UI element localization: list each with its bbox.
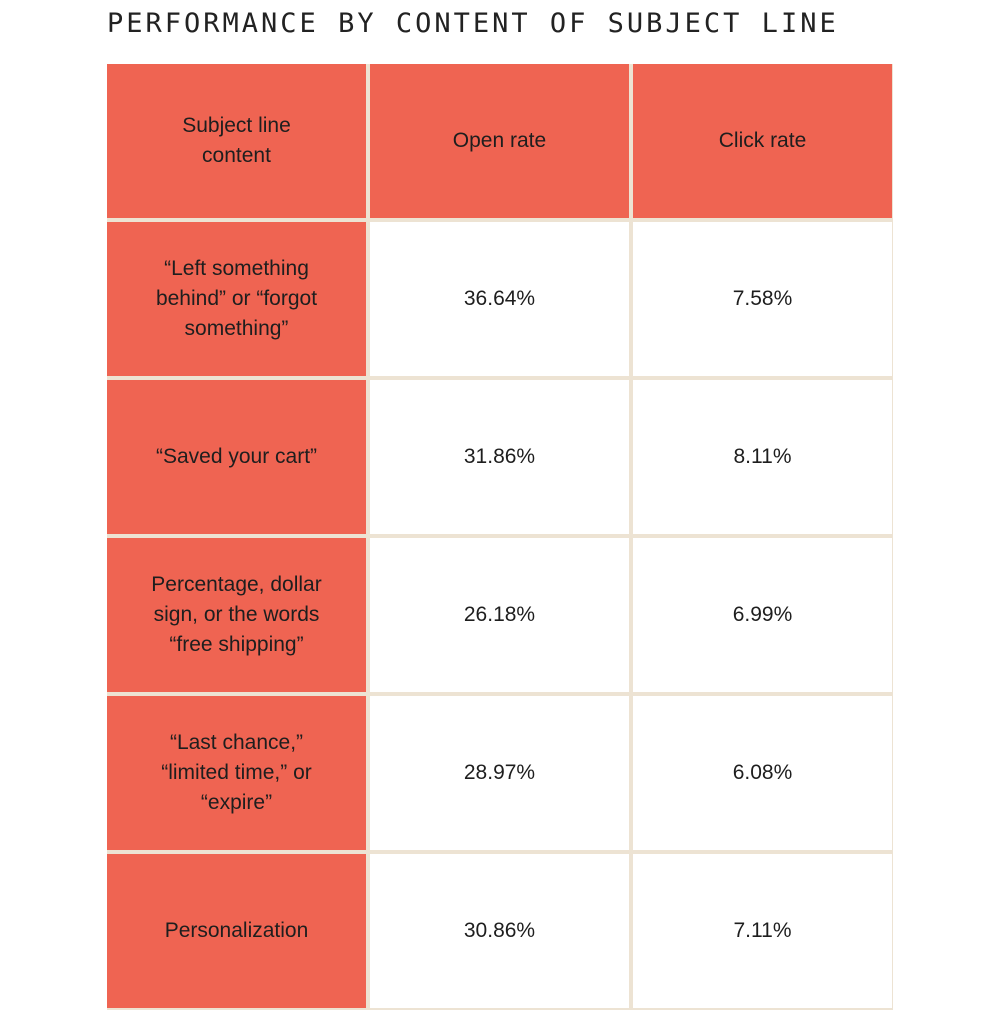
open-rate-value: 36.64% <box>463 287 536 310</box>
open-rate-cell: 36.64% <box>370 222 629 376</box>
open-rate-cell: 30.86% <box>370 854 629 1008</box>
click-rate-cell: 7.58% <box>633 222 892 376</box>
column-header-label: Open rate <box>452 129 547 152</box>
column-header-click-rate: Click rate <box>633 64 892 218</box>
click-rate-cell: 6.08% <box>633 696 892 850</box>
row-label-text: “Left something behind” or “forgot somet… <box>155 257 318 340</box>
open-rate-cell: 26.18% <box>370 538 629 692</box>
column-header-subject-line-content: Subject line content <box>107 64 366 218</box>
click-rate-value: 6.99% <box>732 603 793 626</box>
click-rate-value: 7.58% <box>732 287 793 310</box>
click-rate-value: 7.11% <box>733 919 792 942</box>
row-label: “Saved your cart” <box>107 380 366 534</box>
click-rate-value: 6.08% <box>732 761 793 784</box>
open-rate-cell: 31.86% <box>370 380 629 534</box>
row-label-text: “Last chance,” “limited time,” or “expir… <box>161 731 312 814</box>
row-label: Percentage, dollar sign, or the words “f… <box>107 538 366 692</box>
row-label: “Left something behind” or “forgot somet… <box>107 222 366 376</box>
open-rate-cell: 28.97% <box>370 696 629 850</box>
column-header-label: Subject line content <box>182 114 291 167</box>
row-label: “Last chance,” “limited time,” or “expir… <box>107 696 366 850</box>
row-label-text: Personalization <box>164 919 309 942</box>
open-rate-value: 30.86% <box>463 919 536 942</box>
open-rate-value: 31.86% <box>463 445 536 468</box>
open-rate-value: 28.97% <box>463 761 536 784</box>
open-rate-value: 26.18% <box>463 603 536 626</box>
click-rate-value: 8.11% <box>733 445 792 468</box>
chart-title: PERFORMANCE BY CONTENT OF SUBJECT LINE <box>107 8 839 39</box>
row-label-text: “Saved your cart” <box>155 445 318 468</box>
column-header-open-rate: Open rate <box>370 64 629 218</box>
click-rate-cell: 7.11% <box>633 854 892 1008</box>
row-label: Personalization <box>107 854 366 1008</box>
performance-table: Subject line content Open rate Click rat… <box>107 64 893 1010</box>
column-header-label: Click rate <box>718 129 807 152</box>
row-label-text: Percentage, dollar sign, or the words “f… <box>151 573 322 656</box>
click-rate-cell: 8.11% <box>633 380 892 534</box>
click-rate-cell: 6.99% <box>633 538 892 692</box>
